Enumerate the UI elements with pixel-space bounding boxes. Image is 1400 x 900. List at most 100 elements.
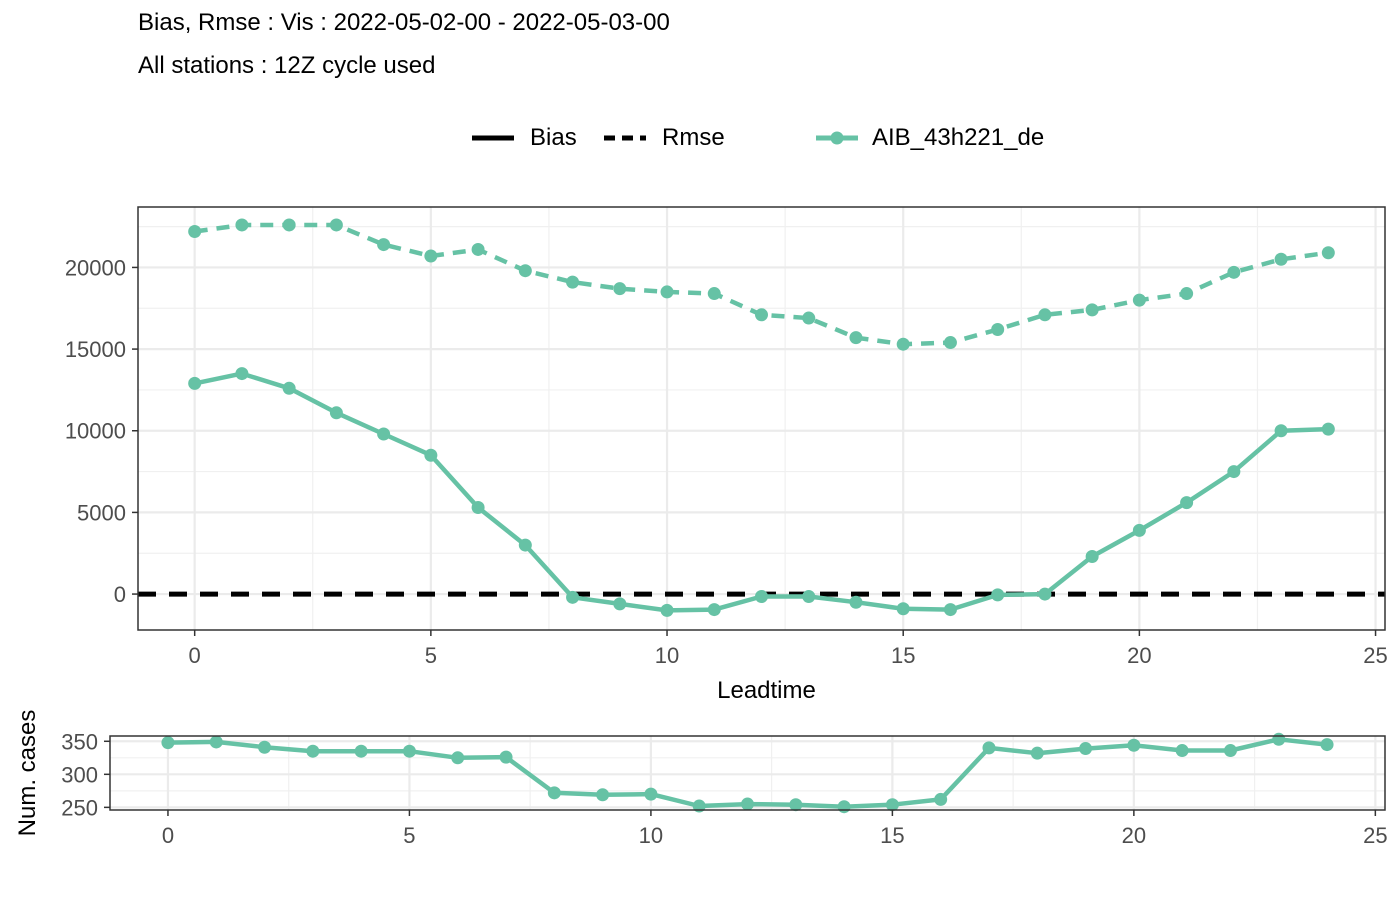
main-y-tick-label: 15000 <box>65 337 126 362</box>
cases-point-num-cases <box>982 741 996 755</box>
cases-point-num-cases <box>934 792 948 806</box>
cases-point-num-cases <box>1030 746 1044 760</box>
cases-point-num-cases <box>1079 742 1093 756</box>
cases-point-num-cases <box>306 744 320 758</box>
main-point-bias <box>518 538 532 552</box>
main-point-rmse <box>518 264 532 278</box>
main-point-rmse <box>1274 252 1288 266</box>
cases-point-num-cases <box>258 740 272 754</box>
cases-point-num-cases <box>789 798 803 812</box>
cases-x-tick-label: 20 <box>1122 823 1146 848</box>
cases-x-tick-label: 15 <box>880 823 904 848</box>
cases-point-num-cases <box>451 751 465 765</box>
cases-point-num-cases <box>354 744 368 758</box>
main-point-rmse <box>566 275 580 289</box>
main-point-rmse <box>377 238 391 252</box>
main-point-bias <box>1274 424 1288 438</box>
main-point-bias <box>991 588 1005 602</box>
main-point-bias <box>471 501 485 515</box>
main-point-bias <box>613 597 627 611</box>
cases-point-num-cases <box>547 786 561 800</box>
main-point-bias <box>707 603 721 617</box>
cases-point-num-cases <box>741 797 754 811</box>
main-point-bias <box>424 448 438 462</box>
main-point-rmse <box>1132 293 1146 307</box>
main-x-axis-title: Leadtime <box>717 677 816 704</box>
main-point-bias <box>282 381 296 395</box>
main-point-rmse <box>1321 246 1335 260</box>
line-with-point-icon <box>816 131 858 145</box>
main-point-rmse <box>1227 265 1241 279</box>
main-panel: 0 5 10 15 20 25 0 5000 10000 15000 20000 Leadtime <box>65 206 1388 704</box>
dashed-line-icon <box>604 135 646 141</box>
main-point-bias <box>896 602 910 616</box>
main-point-bias <box>943 603 957 617</box>
main-point-bias <box>1132 523 1146 537</box>
main-point-bias <box>802 590 816 604</box>
main-point-bias <box>188 376 202 390</box>
cases-point-num-cases <box>596 788 610 802</box>
main-x-tick-label: 20 <box>1127 643 1151 668</box>
cases-point-num-cases <box>499 750 513 764</box>
cases-panel: 0 5 10 15 20 25 250 300 350 Num. cases <box>14 710 1388 848</box>
main-panel-border <box>137 206 1386 631</box>
main-point-rmse <box>943 336 957 350</box>
main-y-tick-label: 0 <box>114 582 126 607</box>
cases-point-num-cases <box>209 735 223 749</box>
cases-point-num-cases <box>1320 738 1334 752</box>
chart-title: Bias, Rmse : Vis : 2022-05-02-00 - 2022-… <box>138 9 670 36</box>
main-point-rmse <box>991 322 1005 336</box>
chart-subtitle: All stations : 12Z cycle used <box>138 52 436 79</box>
main-point-rmse <box>660 285 674 299</box>
main-point-rmse <box>471 242 485 256</box>
cases-point-num-cases <box>161 736 175 750</box>
main-x-tick-label: 25 <box>1363 643 1387 668</box>
cases-point-num-cases <box>1272 732 1286 746</box>
cases-y-tick-label: 350 <box>61 729 98 754</box>
cases-point-num-cases <box>1223 744 1237 758</box>
main-point-rmse <box>896 337 910 351</box>
cases-x-tick-label: 5 <box>403 823 415 848</box>
main-x-tick-label: 5 <box>425 643 437 668</box>
main-point-rmse <box>755 308 768 322</box>
legend-label-model: AIB_43h221_de <box>872 124 1045 151</box>
main-point-bias <box>329 406 343 420</box>
cases-x-tick-label: 25 <box>1363 823 1387 848</box>
main-point-bias <box>1227 465 1241 479</box>
main-x-tick-label: 10 <box>655 643 679 668</box>
legend: Bias Rmse AIB_43h221_de <box>470 118 1110 158</box>
main-point-bias <box>235 367 249 381</box>
main-point-rmse <box>329 218 343 232</box>
legend-item-rmse: Rmse <box>602 118 725 158</box>
legend-item-bias: Bias <box>470 118 577 158</box>
main-point-rmse <box>613 282 627 296</box>
main-point-bias <box>1321 422 1335 436</box>
main-x-tick-label: 15 <box>891 643 915 668</box>
legend-label-rmse: Rmse <box>662 124 725 151</box>
solid-line-icon <box>472 135 514 141</box>
main-point-bias <box>566 590 580 604</box>
cases-panel-border <box>109 735 1386 811</box>
legend-item-model: AIB_43h221_de <box>814 118 1044 158</box>
cases-point-num-cases <box>885 798 899 812</box>
cases-point-num-cases <box>644 787 658 801</box>
main-point-rmse <box>1085 303 1099 317</box>
main-point-rmse <box>424 249 438 263</box>
cases-y-axis-title: Num. cases <box>14 710 41 837</box>
main-y-tick-label: 10000 <box>65 419 126 444</box>
cases-point-num-cases <box>837 800 851 814</box>
main-point-bias <box>849 595 863 609</box>
main-point-rmse <box>235 218 249 232</box>
main-point-bias <box>660 603 674 617</box>
main-x-tick-label: 0 <box>189 643 201 668</box>
main-point-bias <box>1038 587 1052 601</box>
main-point-rmse <box>188 224 202 238</box>
cases-x-tick-label: 10 <box>639 823 663 848</box>
main-point-rmse <box>707 287 721 301</box>
cases-x-tick-label: 0 <box>162 823 174 848</box>
main-y-tick-label: 20000 <box>65 255 126 280</box>
main-point-bias <box>1180 496 1194 510</box>
main-plot-background <box>138 207 1385 630</box>
main-point-rmse <box>802 311 816 325</box>
main-point-rmse <box>1038 308 1052 322</box>
